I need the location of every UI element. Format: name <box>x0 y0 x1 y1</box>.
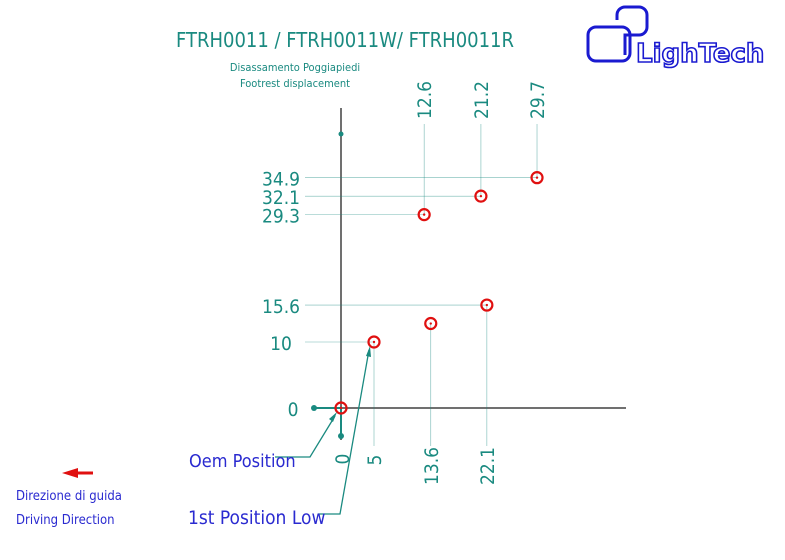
marker-center-dot <box>479 194 483 198</box>
direction-label-it: Direzione di guida <box>16 489 122 504</box>
y-dimension-label: 15.6 <box>262 296 300 318</box>
footrest-position-marker <box>367 335 381 349</box>
y-dimension-label: 32.1 <box>262 187 300 209</box>
subtitle-it: Disassamento Poggiapiedi <box>230 61 360 74</box>
oem-position-marker <box>334 401 348 415</box>
subtitle-en: Footrest displacement <box>240 77 350 90</box>
footrest-position-marker <box>424 316 438 331</box>
x-dimension-label: 5 <box>364 455 386 466</box>
x-dimension-label: 13.6 <box>421 447 443 485</box>
origin-x-label: 0 <box>332 454 354 465</box>
y-dimension-label: 34.9 <box>262 169 300 191</box>
marker-center-dot <box>372 340 376 344</box>
marker-center-dot <box>422 213 426 216</box>
lightech-logo: LighTech <box>586 5 765 70</box>
x-dimension-label: 12.6 <box>414 81 436 119</box>
x-dimension-label: 21.2 <box>471 81 493 119</box>
y-dimension-label: 10 <box>270 333 292 355</box>
svg-text:LighTech: LighTech <box>636 39 764 69</box>
first-position-low-callout: 1st Position Low <box>188 507 325 529</box>
footrest-position-marker <box>417 208 431 222</box>
marker-center-dot <box>485 303 489 307</box>
origin-y-label: 0 <box>288 399 299 421</box>
axis-end-dot <box>338 131 344 137</box>
x-dimension-label: 29.7 <box>527 81 549 119</box>
y-dimension-label: 29.3 <box>262 206 300 228</box>
oem-position-callout: Oem Position <box>189 451 296 472</box>
axis-end-dot <box>338 433 344 439</box>
marker-center-dot <box>535 176 539 179</box>
footrest-position-marker <box>474 189 488 203</box>
axis-end-dot <box>311 405 317 411</box>
title: FTRH0011 / FTRH0011W/ FTRH0011R <box>176 28 514 52</box>
driving-direction-arrow-icon <box>62 468 93 478</box>
footrest-position-marker <box>480 298 494 312</box>
x-dimension-label: 22.1 <box>477 447 499 485</box>
footrest-position-marker <box>530 171 544 185</box>
marker-center-dot <box>339 406 343 410</box>
direction-label-en: Driving Direction <box>16 513 115 528</box>
marker-center-dot <box>429 322 432 325</box>
